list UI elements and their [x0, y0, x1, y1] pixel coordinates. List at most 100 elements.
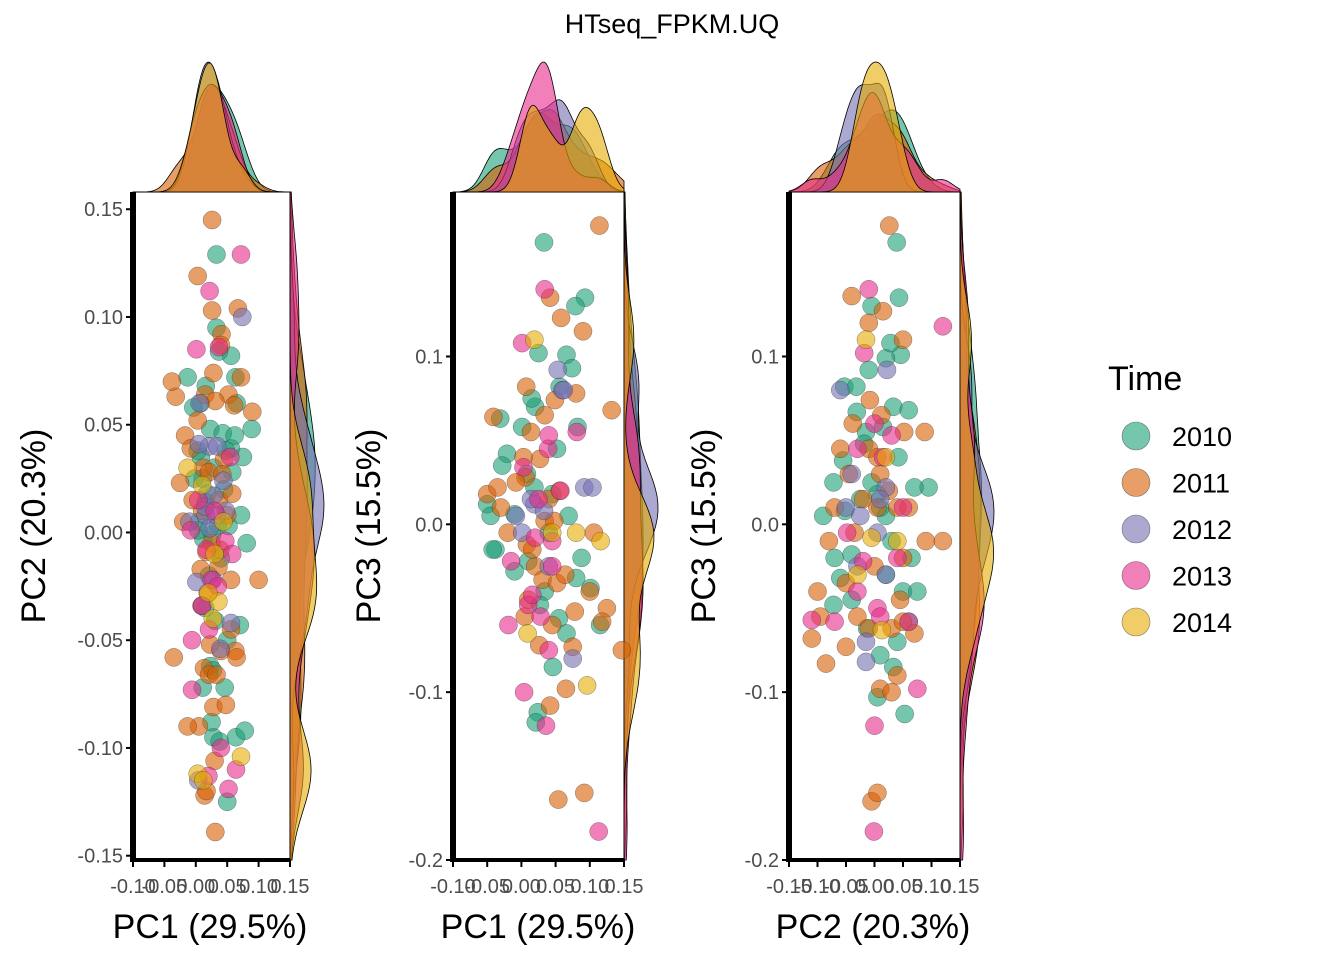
density-right-2014 — [959, 192, 995, 860]
point-2013 — [539, 640, 559, 660]
legend-item-2012: 2012 — [1121, 514, 1232, 545]
point-2013 — [514, 458, 533, 477]
panel-2: 0.1 0.0 -0.1 -0.2 -0.10-0.050.000.050.100.15… — [350, 61, 659, 946]
point-2013 — [531, 607, 550, 626]
point-2014 — [577, 676, 597, 695]
point-2014 — [542, 523, 562, 542]
density-top-2014 — [453, 104, 625, 193]
point-2013 — [523, 585, 542, 605]
point-2013 — [231, 245, 251, 264]
point-2011 — [202, 210, 222, 230]
point-2011 — [860, 390, 880, 410]
point-2014 — [872, 620, 892, 640]
x-tick-label: 0.10 — [570, 876, 609, 898]
point-2011 — [873, 301, 893, 321]
panel-1: 0.150.100.050.00-0.05-0.10-0.15-0.10-0.0… — [15, 61, 325, 946]
legend-items: 2010 2011 2012 2013 2014 — [1121, 421, 1232, 638]
top-density — [788, 61, 961, 193]
point-2013 — [859, 280, 879, 299]
point-2011 — [549, 790, 568, 809]
point-2012 — [506, 506, 526, 526]
y-tick-label: 0.05 — [84, 415, 123, 437]
point-2013 — [535, 280, 554, 299]
point-2011 — [916, 531, 936, 551]
legend-label: 2010 — [1172, 422, 1232, 452]
point-2011 — [516, 377, 536, 396]
point-2014 — [192, 475, 212, 495]
legend-label: 2011 — [1172, 469, 1230, 499]
point-2010 — [895, 704, 914, 724]
point-2011 — [933, 531, 953, 551]
point-2012 — [190, 393, 209, 413]
points — [477, 216, 632, 841]
point-2011 — [819, 531, 839, 551]
point-2012 — [831, 380, 850, 400]
x-tick-label: 0.15 — [941, 876, 980, 898]
x-tick-label: 0.15 — [271, 876, 310, 898]
y-tick-label: -0.2 — [745, 850, 779, 872]
point-2011 — [802, 629, 822, 648]
point-2012 — [548, 360, 567, 380]
legend-item-2011: 2011 — [1121, 468, 1230, 499]
point-2012 — [554, 380, 574, 400]
point-2010 — [207, 245, 226, 264]
point-2013 — [211, 738, 231, 758]
point-2011 — [484, 407, 503, 427]
point-2011 — [535, 405, 554, 425]
legend-swatch — [1121, 514, 1151, 544]
point-2010 — [859, 360, 879, 380]
point-2013 — [514, 682, 534, 702]
point-2013 — [567, 422, 587, 442]
x-tick-label: 0.15 — [605, 876, 644, 898]
point-2011 — [915, 422, 934, 442]
point-2010 — [572, 548, 591, 568]
y-tick-label: -0.10 — [77, 738, 123, 760]
point-2011 — [882, 682, 901, 702]
point-2014 — [876, 447, 896, 467]
point-2012 — [836, 498, 856, 517]
point-2011 — [859, 313, 879, 333]
point-2010 — [225, 426, 244, 445]
x-axis-title: PC1 (29.5%) — [441, 908, 636, 946]
point-2013 — [908, 679, 927, 699]
density-top-2014 — [133, 62, 290, 193]
point-2010 — [242, 419, 261, 439]
point-2014 — [566, 523, 586, 542]
point-2013 — [888, 548, 907, 568]
point-2014 — [862, 528, 881, 547]
legend-title: Time — [1108, 360, 1182, 398]
point-2012 — [856, 632, 876, 652]
point-2012 — [842, 464, 861, 484]
point-2013 — [825, 612, 844, 631]
point-2011 — [556, 679, 576, 699]
point-2010 — [908, 582, 927, 601]
point-2014 — [205, 544, 224, 564]
top-density — [452, 61, 625, 193]
point-2013 — [536, 716, 556, 735]
point-2014 — [518, 624, 537, 643]
x-tick-label: -0.15 — [766, 876, 812, 898]
point-2011 — [592, 612, 612, 631]
point-2010 — [543, 657, 563, 677]
chart-title: HTseq_FPKM.UQ — [565, 9, 780, 39]
point-2011 — [868, 783, 887, 803]
point-2014 — [525, 330, 544, 349]
x-tick-label: -0.05 — [823, 876, 869, 898]
point-2011 — [843, 414, 863, 433]
point-2013 — [542, 557, 562, 576]
point-2012 — [221, 613, 241, 633]
legend-label: 2012 — [1172, 515, 1232, 545]
x-axis-title: PC2 (20.3%) — [776, 908, 971, 946]
point-2011 — [575, 783, 594, 803]
legend-item-2013: 2013 — [1121, 561, 1232, 592]
point-2013 — [865, 414, 884, 433]
density-top-2014 — [789, 61, 960, 193]
point-2013 — [539, 426, 559, 445]
y-tick-label: 0.0 — [415, 514, 443, 536]
x-tick-label: 0.00 — [176, 876, 215, 898]
legend-swatch — [1121, 421, 1151, 451]
point-2010 — [178, 368, 197, 387]
point-2012 — [233, 307, 252, 327]
x-tick-label: -0.10 — [795, 876, 841, 898]
